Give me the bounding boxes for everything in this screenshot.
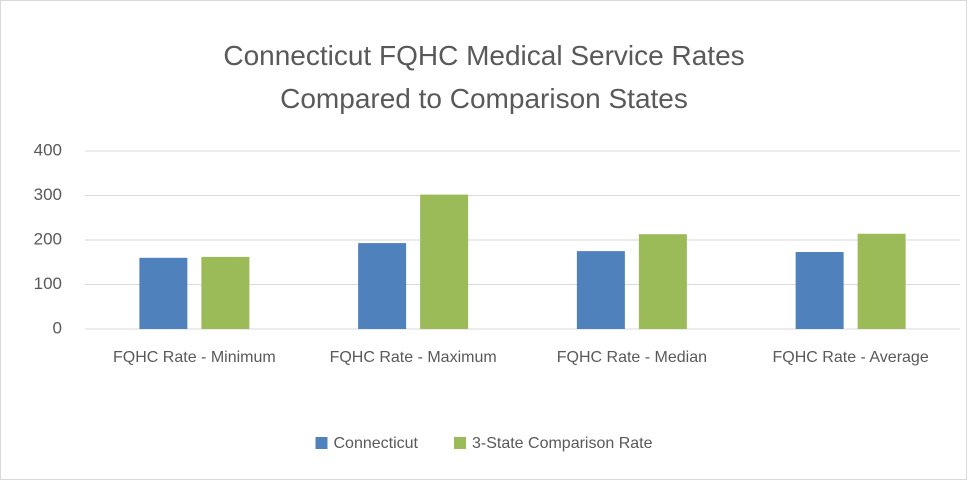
y-tick-label: 0 [53, 318, 62, 337]
y-tick-label: 300 [34, 185, 62, 204]
y-tick-label: 400 [34, 140, 62, 159]
bar [857, 233, 906, 329]
y-tick-label: 100 [34, 274, 62, 293]
x-tick-label: FQHC Rate - Median [557, 349, 707, 366]
bar [139, 257, 188, 329]
bar [795, 252, 844, 329]
y-tick-label: 200 [34, 229, 62, 248]
bar [201, 256, 250, 329]
legend-swatch [315, 437, 328, 449]
x-tick-label: FQHC Rate - Minimum [113, 349, 276, 366]
legend-swatch [453, 437, 466, 449]
bar [638, 234, 687, 329]
legend-label: 3-State Comparison Rate [472, 435, 653, 452]
chart-title: Connecticut FQHC Medical Service Rates Co… [223, 40, 744, 114]
x-tick-label: FQHC Rate - Maximum [330, 349, 497, 366]
bar [420, 194, 469, 329]
x-tick-label: FQHC Rate - Average [773, 349, 929, 366]
bar [358, 243, 407, 329]
legend-label: Connecticut [333, 435, 418, 452]
bar [576, 251, 625, 329]
